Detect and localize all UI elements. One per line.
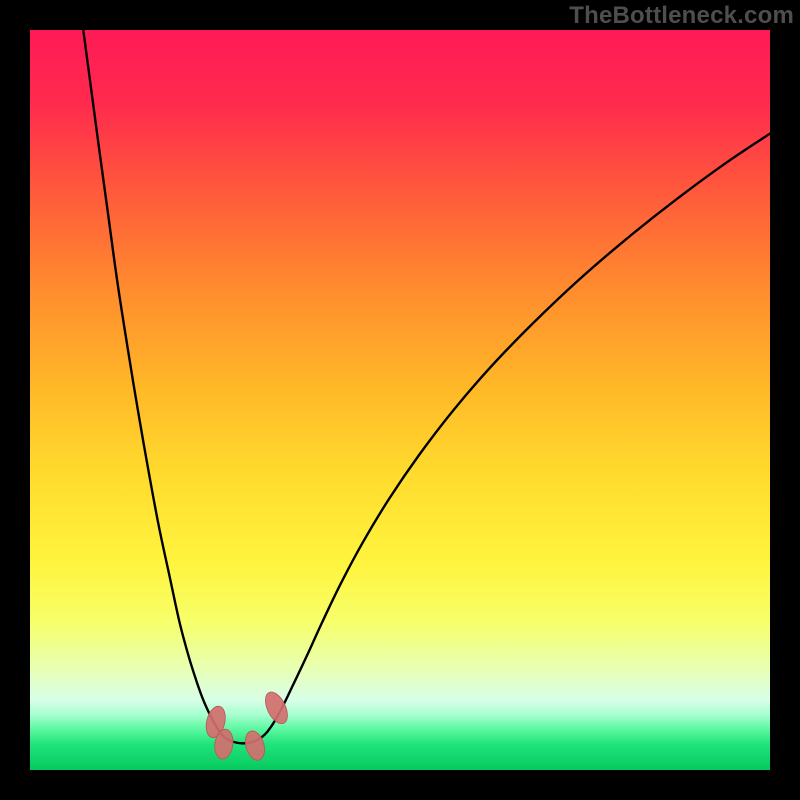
chart-frame: TheBottleneck.com bbox=[0, 0, 800, 800]
chart-svg-layer bbox=[30, 30, 770, 770]
bottleneck-curve bbox=[83, 30, 770, 743]
plot-area bbox=[30, 30, 770, 770]
watermark-label: TheBottleneck.com bbox=[569, 2, 794, 30]
